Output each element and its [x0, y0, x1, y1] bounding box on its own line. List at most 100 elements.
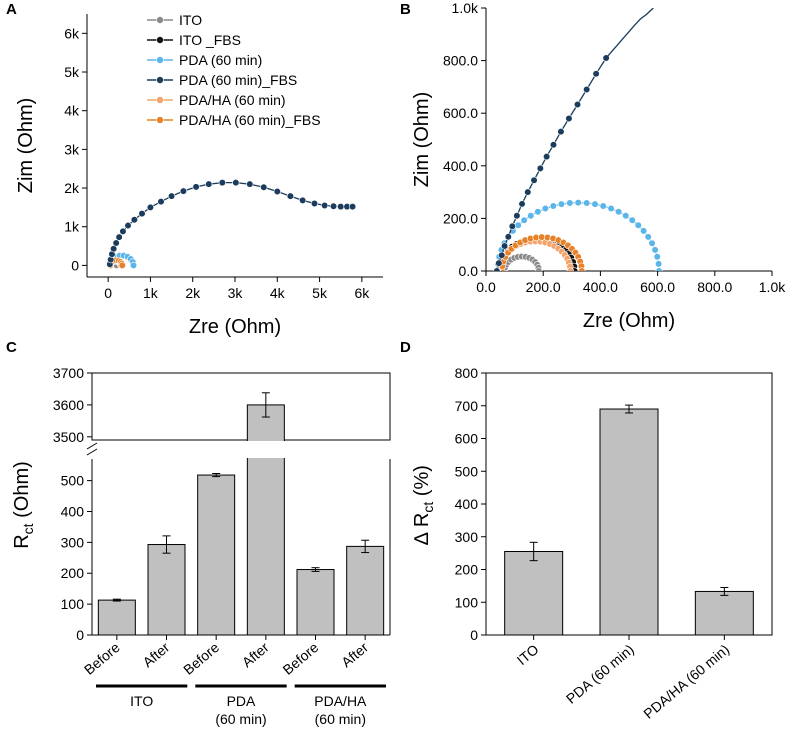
data-point: [549, 141, 558, 149]
data-point: [634, 221, 642, 229]
y-tick-label: 6k: [64, 25, 80, 41]
x-tick-label: PDA/HA (60 min): [640, 641, 732, 722]
data-point: [493, 267, 501, 271]
x-tick-label: After: [139, 639, 172, 670]
data-point: [513, 212, 521, 220]
data-point: [648, 239, 656, 247]
y-tick-label: 600.0: [443, 105, 478, 121]
data-point: [500, 242, 509, 250]
data-point: [246, 180, 254, 188]
y-tick-label: 0: [76, 627, 84, 643]
plot-area: [493, 8, 663, 271]
legend-entry: ITO _FBS: [179, 32, 241, 48]
y-tick-label: 1.0k: [452, 0, 479, 16]
y-tick-label: 400: [61, 503, 85, 519]
data-point: [119, 227, 127, 235]
data-point: [232, 179, 240, 187]
data-point: [566, 199, 574, 207]
data-point: [639, 227, 648, 235]
group-label: PDA/HA: [314, 693, 367, 709]
y-axis-label-delta: ∆: [411, 527, 433, 545]
data-point: [329, 202, 338, 210]
legend-entry: PDA/HA (60 min): [179, 92, 286, 108]
y-tick-label: 5k: [64, 64, 80, 80]
data-point: [514, 221, 522, 229]
data-point: [565, 114, 573, 123]
data-point: [651, 246, 659, 254]
axis-break-mark: [86, 448, 98, 456]
y-tick-label: 200: [455, 562, 479, 578]
data-point: [530, 176, 538, 184]
data-point: [348, 203, 357, 211]
y-tick-label: 700: [455, 398, 479, 414]
x-tick-label: ITO: [514, 641, 542, 668]
data-point: [524, 188, 532, 196]
data-point: [599, 202, 607, 210]
data-point: [205, 180, 213, 188]
bar: [504, 550, 564, 636]
data-point: [549, 202, 557, 210]
y-axis-label-main: R: [11, 534, 33, 548]
y-axis-label-unit: (%): [411, 465, 433, 502]
bar: [246, 404, 285, 636]
panel-label-d: D: [400, 339, 411, 356]
data-point: [495, 259, 503, 267]
y-axis-label-subscript: ct: [420, 502, 436, 513]
y-tick-label: 600: [455, 431, 479, 447]
data-point: [146, 203, 155, 211]
x-tick-label: Before: [81, 639, 123, 678]
x-tick-label: 600.0: [640, 279, 675, 295]
series-line: [605, 8, 654, 59]
data-point: [115, 233, 123, 241]
x-tick-label: Before: [280, 639, 322, 678]
data-point: [655, 267, 663, 271]
y-axis-label: Zim (Ohm): [411, 92, 433, 188]
series-line: [109, 181, 353, 265]
bar-break-gap: [246, 441, 286, 458]
data-point: [124, 221, 132, 230]
data-point: [578, 267, 586, 271]
data-point: [299, 196, 307, 205]
bar: [296, 569, 335, 636]
data-point: [583, 199, 591, 207]
bar: [599, 408, 659, 636]
y-axis-label-unit: (Ohm): [11, 461, 33, 523]
y-tick-label: 1k: [64, 219, 80, 235]
group-label-line2: (60 min): [215, 711, 266, 727]
x-tick-label: PDA (60 min): [563, 641, 637, 707]
data-point: [573, 100, 582, 109]
data-point: [192, 183, 200, 191]
data-point: [527, 212, 535, 220]
x-tick-label: 6k: [354, 285, 370, 301]
legend-marker: [156, 56, 164, 64]
y-axis-label: Rct (Ohm): [11, 461, 36, 549]
x-tick-label: After: [338, 639, 371, 670]
data-point: [591, 200, 599, 208]
data-point: [541, 204, 549, 213]
plot-area: [106, 179, 357, 269]
y-tick-label: 800.0: [443, 53, 478, 69]
x-tick-label: 200.0: [526, 279, 561, 295]
panel-c-rct-bar-chart: 0 100 200 300 400 500 3500 3600 3700 Rct (Ohm) Bef…: [11, 365, 391, 727]
y-tick-label: 200.0: [443, 210, 478, 226]
data-point: [543, 152, 551, 161]
y-tick-label: 3k: [64, 141, 80, 157]
data-point: [557, 200, 566, 208]
y-tick-label: 0.0: [459, 263, 479, 279]
x-tick-label: 800.0: [697, 279, 732, 295]
legend-marker: [156, 16, 164, 24]
x-tick-label: 0: [104, 285, 112, 301]
x-tick-label: 1.0k: [759, 279, 786, 295]
y-tick-label: 300: [455, 529, 479, 545]
data-point: [273, 187, 281, 196]
data-point: [583, 85, 591, 94]
legend-entry: PDA/HA (60 min)_FBS: [179, 112, 321, 128]
x-tick-label: 5k: [312, 285, 328, 301]
data-point: [518, 200, 526, 208]
legend-marker: [156, 36, 164, 44]
bar: [97, 599, 136, 636]
data-point: [310, 199, 319, 208]
y-tick-label: 400.0: [443, 158, 478, 174]
data-point: [157, 197, 165, 206]
